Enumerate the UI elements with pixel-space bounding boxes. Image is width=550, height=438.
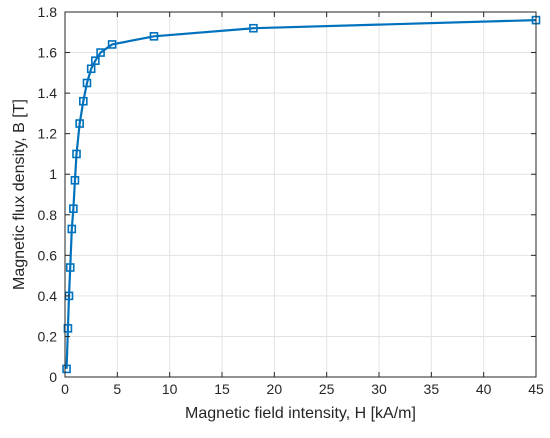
data-point-marker: [69, 204, 78, 213]
data-point-marker: [65, 263, 75, 272]
y-axis-label: Magnetic flux density, B [T]: [11, 99, 28, 290]
y-tick-label: 0: [49, 369, 57, 385]
series-line: [65, 19, 537, 369]
data-point-marker: [62, 364, 71, 374]
grid-lines: [65, 12, 536, 377]
y-tick-label: 1.6: [38, 45, 58, 61]
data-point-marker: [107, 40, 117, 49]
y-tick-label: 1.8: [38, 4, 58, 20]
series-layer: [62, 15, 541, 374]
data-point-marker: [72, 149, 81, 159]
x-tick-label: 30: [371, 381, 387, 397]
data-point-marker: [82, 78, 92, 88]
x-tick-label: 20: [267, 381, 283, 397]
data-point-marker: [79, 96, 88, 106]
x-tick-label: 35: [424, 381, 440, 397]
y-tick-label: 1.4: [38, 85, 58, 101]
x-axis-label: Magnetic field intensity, H [kA/m]: [185, 405, 416, 422]
y-tick-label: 1.2: [38, 126, 58, 142]
data-point-marker: [149, 32, 159, 41]
plot-frame: [64, 11, 537, 378]
data-point-marker: [249, 23, 258, 33]
data-point-marker: [96, 48, 105, 57]
tick-layer: 0 5 10 15 20 25 30 35 40 45 0 0.2 0.4 0.6 0.8 1 1.2 1.4 1.…: [38, 4, 544, 397]
x-tick-label: 10: [162, 381, 178, 397]
y-tick-label: 0.8: [38, 207, 58, 223]
data-point-marker: [75, 119, 84, 128]
x-tick-label: 40: [476, 381, 492, 397]
data-point-marker: [86, 64, 96, 74]
x-tick-label: 5: [113, 381, 121, 397]
y-tick-label: 0.4: [38, 288, 58, 304]
data-point-marker: [63, 324, 73, 333]
x-tick-label: 25: [319, 381, 335, 397]
data-point-marker: [67, 224, 77, 234]
data-point-marker: [70, 176, 80, 185]
y-tick-label: 1: [49, 166, 57, 182]
x-tick-label: 0: [61, 381, 69, 397]
y-tick-label: 0.2: [38, 328, 58, 344]
y-tick-label: 0.6: [38, 247, 58, 263]
data-point-marker: [91, 56, 100, 65]
x-tick-label: 15: [214, 381, 230, 397]
x-tick-label: 45: [528, 381, 544, 397]
